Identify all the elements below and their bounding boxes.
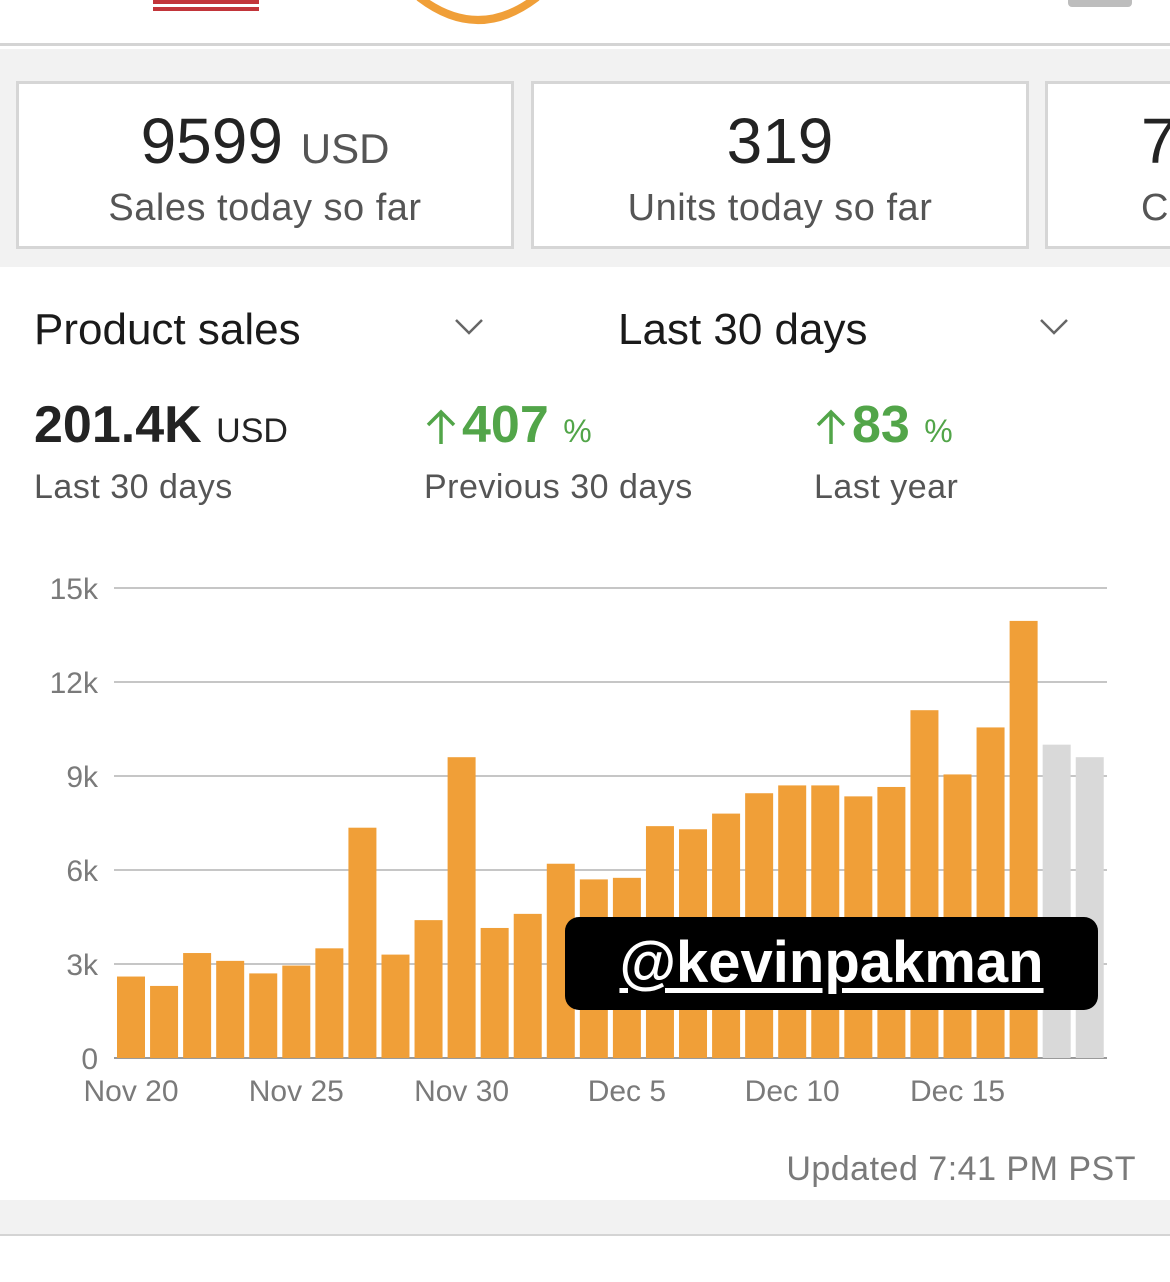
y-tick-label: 0 <box>81 1043 98 1076</box>
watermark-overlay: @kevinpakman <box>565 917 1098 1010</box>
us-flag-icon[interactable] <box>153 0 259 11</box>
chart-bar[interactable] <box>480 927 509 1058</box>
units-today-value: 319 <box>726 105 834 177</box>
updated-timestamp: Updated 7:41 PM PST <box>786 1150 1136 1188</box>
y-tick-label: 15k <box>50 573 99 606</box>
stat-total-label: Last 30 days <box>34 468 233 506</box>
arrow-up-icon <box>816 409 846 444</box>
x-tick-label: Dec 15 <box>910 1075 1005 1108</box>
x-tick-label: Nov 20 <box>83 1075 178 1108</box>
y-tick-label: 12k <box>50 667 99 700</box>
chart-bar[interactable] <box>117 976 145 1058</box>
y-tick-label: 9k <box>66 761 99 794</box>
stat-total: 201.4K USD Last 30 days <box>34 395 288 507</box>
sales-today-label: Sales today so far <box>108 187 422 229</box>
chart-bar[interactable] <box>447 757 476 1058</box>
stat-previous-value: 407 % <box>424 395 693 461</box>
chart-bar[interactable] <box>249 973 278 1058</box>
stat-last-year: 83 % Last year <box>814 395 958 507</box>
metric-dropdown[interactable]: Product sales <box>34 305 301 354</box>
sales-today-card[interactable]: 9599 USD Sales today so far <box>16 81 514 249</box>
sales-bar-chart[interactable]: 0 3k 6k 9k 12k 15k Nov 20 Nov 25 Nov 30 Dec 5 Dec … <box>0 545 1170 1115</box>
chart-bar[interactable] <box>381 954 410 1058</box>
x-tick-label: Nov 30 <box>414 1075 509 1108</box>
chart-bar[interactable] <box>183 953 212 1058</box>
stat-previous-label: Previous 30 days <box>424 468 693 506</box>
chart-bar[interactable] <box>414 920 443 1058</box>
top-bar <box>0 0 1170 46</box>
stat-total-value: 201.4K USD <box>34 396 288 454</box>
chart-bar[interactable] <box>348 827 377 1058</box>
amazon-smile-logo-icon[interactable] <box>408 0 548 30</box>
units-today-card[interactable]: 319 Units today so far <box>531 81 1029 249</box>
chart-bar[interactable] <box>1042 744 1071 1058</box>
x-tick-label: Dec 5 <box>588 1075 666 1108</box>
sales-today-value: 9599 USD <box>140 105 390 177</box>
third-card-label: C <box>1141 187 1169 229</box>
stat-last-year-label: Last year <box>814 468 959 506</box>
period-dropdown[interactable]: Last 30 days <box>618 305 868 354</box>
stat-previous: 407 % Previous 30 days <box>424 395 693 507</box>
y-tick-label: 3k <box>66 949 99 982</box>
chart-bar[interactable] <box>216 960 245 1058</box>
chart-bar[interactable] <box>513 913 542 1058</box>
arrow-up-icon <box>426 409 456 444</box>
x-tick-label: Dec 10 <box>745 1075 840 1108</box>
stat-last-year-value: 83 % <box>814 395 958 461</box>
filters-row: Product sales Last 30 days <box>0 267 1170 387</box>
third-card-value: 7 <box>1141 105 1170 177</box>
units-today-label: Units today so far <box>627 187 933 229</box>
menu-icon[interactable] <box>1068 0 1132 7</box>
chevron-down-icon[interactable] <box>454 317 484 337</box>
x-tick-label: Nov 25 <box>249 1075 344 1108</box>
third-card[interactable]: 7 C <box>1045 81 1170 249</box>
chart-bar[interactable] <box>315 948 344 1058</box>
chart-bar[interactable] <box>282 965 311 1058</box>
chart-bar[interactable] <box>943 774 972 1058</box>
y-tick-label: 6k <box>66 855 99 888</box>
bottom-divider <box>0 1200 1170 1236</box>
today-cards: 9599 USD Sales today so far 319 Units to… <box>0 49 1170 267</box>
chevron-down-icon[interactable] <box>1039 317 1069 337</box>
chart-bar[interactable] <box>150 985 179 1058</box>
chart-bar[interactable] <box>1075 757 1104 1058</box>
